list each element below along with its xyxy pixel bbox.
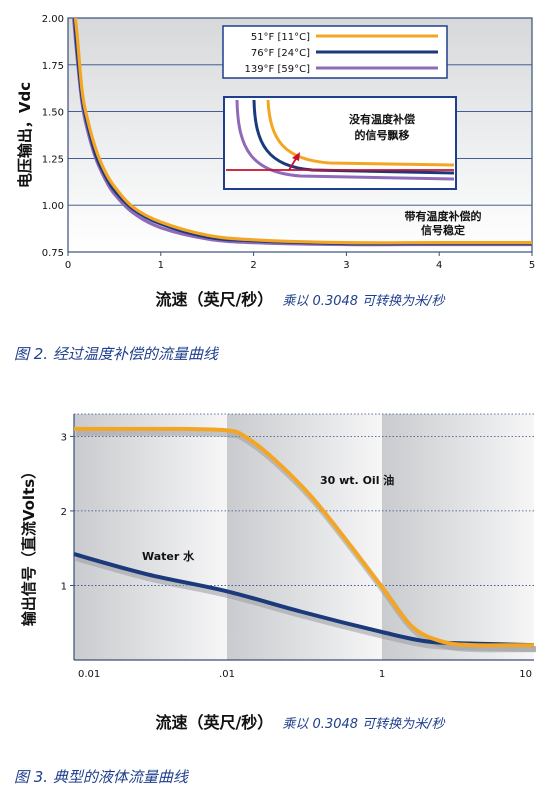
chart1-y-tick-label: 2.00 bbox=[42, 14, 64, 25]
chart2-x-tick-label: .01 bbox=[219, 669, 235, 680]
chart1-y-tick-label: 1.25 bbox=[42, 154, 64, 165]
figure3-caption: 图 3. 典型的液体流量曲线 bbox=[14, 768, 190, 786]
chart1-y-tick-label: 1.50 bbox=[42, 108, 64, 119]
chart2-band-1 bbox=[74, 414, 227, 660]
chart1-y-ticks: 0.75 1.00 1.25 1.50 1.75 2.00 bbox=[42, 14, 64, 259]
chart1-annotation-line1: 带有温度补偿的 bbox=[405, 209, 482, 223]
legend-label-series3: 139°F [59°C] bbox=[244, 64, 310, 75]
legend-label-series1: 51°F [11°C] bbox=[251, 32, 310, 43]
chart2-label-oil: 30 wt. Oil 油 bbox=[320, 473, 394, 487]
chart1-x-tick-label: 0 bbox=[65, 260, 71, 271]
chart1-x-ticks: 0 1 2 3 4 5 bbox=[65, 252, 535, 271]
chart1-x-tick-label: 4 bbox=[436, 260, 442, 271]
chart2-x-axis-label: 流速（英尺/秒） bbox=[155, 713, 273, 732]
inset-frame bbox=[223, 96, 457, 190]
chart1-plot-frame bbox=[67, 17, 533, 253]
legend-label-series2: 76°F [24°C] bbox=[251, 48, 310, 59]
chart2-x-ticks: 0.01 .01 1 10 bbox=[78, 669, 532, 680]
inset-label-line2: 的信号飘移 bbox=[355, 128, 410, 142]
chart-flow-compensated: 0.75 1.00 1.25 1.50 1.75 2.00 0 1 2 3 4 5 51°F [11… bbox=[14, 14, 535, 363]
chart2-x-axis-note: 乘以 0.3048 可转换为米/秒 bbox=[282, 717, 445, 732]
figure2-caption: 图 2. 经过温度补偿的流量曲线 bbox=[14, 345, 220, 363]
chart2-x-tick-label: 1 bbox=[379, 669, 385, 680]
chart1-inset: 没有温度补偿 的信号飘移 bbox=[223, 96, 457, 190]
chart2-x-axis-title: 流速（英尺/秒） 乘以 0.3048 可转换为米/秒 bbox=[155, 713, 445, 732]
chart2-band-2 bbox=[227, 414, 382, 660]
inset-curve-purple bbox=[235, 99, 455, 181]
chart2-x-tick-label: 0.01 bbox=[78, 669, 100, 680]
inset-arrow-head bbox=[292, 152, 300, 161]
inset-label-line1: 没有温度补偿 bbox=[349, 112, 415, 126]
chart2-x-tick-label: 10 bbox=[519, 669, 532, 680]
chart2-y-ticks: 1 2 3 bbox=[61, 432, 74, 592]
chart2-series-shadow-2 bbox=[75, 555, 537, 653]
chart1-series-line-1 bbox=[73, 17, 532, 245]
chart2-y-axis-label: 输出信号（直流Volts） bbox=[20, 464, 38, 626]
chart2-y-tick-label: 2 bbox=[61, 507, 67, 518]
chart2-y-tick-label: 1 bbox=[61, 581, 67, 592]
chart1-annotation-line2: 信号稳定 bbox=[421, 223, 465, 237]
chart-liquid-flow: 1 2 3 0.01 .01 1 10 30 wt. Oil 油 Water 水 输出信号… bbox=[14, 413, 537, 786]
chart1-x-axis-label: 流速（英尺/秒） bbox=[155, 290, 273, 309]
chart1-y-tick-label: 1.00 bbox=[42, 201, 64, 212]
chart1-series bbox=[72, 17, 532, 247]
chart1-x-tick-label: 2 bbox=[250, 260, 256, 271]
chart1-x-axis-note: 乘以 0.3048 可转换为米/秒 bbox=[282, 294, 445, 309]
inset-curve-orange bbox=[266, 99, 455, 167]
chart1-x-tick-label: 1 bbox=[158, 260, 164, 271]
chart2-y-tick-label: 3 bbox=[61, 432, 67, 443]
chart2-label-water: Water 水 bbox=[142, 549, 195, 563]
chart1-x-axis-title: 流速（英尺/秒） 乘以 0.3048 可转换为米/秒 bbox=[155, 290, 445, 309]
chart1-x-tick-label: 5 bbox=[529, 260, 535, 271]
chart2-series bbox=[73, 426, 537, 653]
chart2-series-line-1 bbox=[73, 426, 535, 648]
chart1-y-axis-label: 电压输出，Vdc bbox=[16, 82, 34, 188]
chart1-x-tick-label: 3 bbox=[343, 260, 349, 271]
chart1-legend: 51°F [11°C] 76°F [24°C] 139°F [59°C] bbox=[222, 25, 448, 79]
chart1-y-tick-label: 1.75 bbox=[42, 61, 64, 72]
chart1-y-tick-label: 0.75 bbox=[42, 248, 64, 259]
